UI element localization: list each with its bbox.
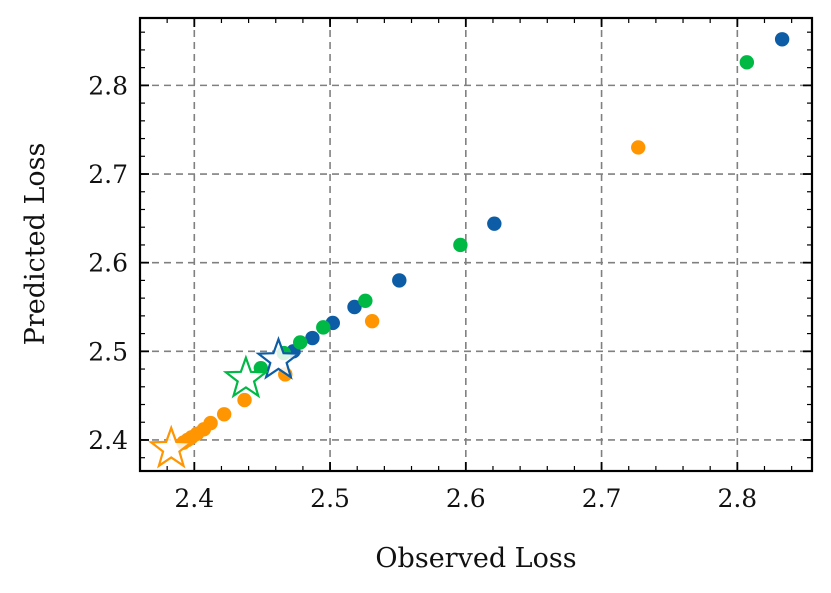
x-tick-label-4: 2.8 [717,484,757,513]
x-tick-label-3: 2.7 [582,484,622,513]
green-point-3 [316,320,331,335]
y-axis-label: Predicted Loss [20,143,51,346]
orange-point-1 [364,313,380,329]
x-tick-label-2: 2.6 [446,484,486,513]
blue-point-2 [392,273,407,288]
blue-star-marker [255,335,302,380]
green-point-2 [358,293,373,308]
green-point-1 [453,237,468,253]
y-tick-label-4: 2.8 [88,71,128,100]
y-tick-label-3: 2.7 [88,160,128,189]
y-tick-label-0: 2.4 [88,426,128,455]
blue-point-3 [347,299,362,315]
blue-point-1 [487,216,502,231]
orange-point-3 [237,392,252,408]
axis-ticks: 2.4 2.5 2.6 2.7 2.8 2.4 2.5 2.6 2.7 2.8 [88,18,812,513]
x-axis-label: Observed Loss [375,543,576,574]
blue-point-5 [305,330,320,346]
x-tick-label-0: 2.4 [174,484,214,513]
orange-point-4 [216,407,232,422]
orange-point-0 [631,140,646,155]
orange-star-marker [148,424,195,469]
grid [140,18,812,471]
y-tick-label-1: 2.5 [88,337,128,366]
green-star-marker [222,354,269,399]
green-point-4 [292,335,308,350]
y-tick-label-2: 2.6 [88,249,128,278]
blue-point-0 [774,32,790,47]
data-points [148,32,790,469]
x-tick-label-1: 2.5 [310,484,350,513]
green-point-0 [739,55,755,70]
